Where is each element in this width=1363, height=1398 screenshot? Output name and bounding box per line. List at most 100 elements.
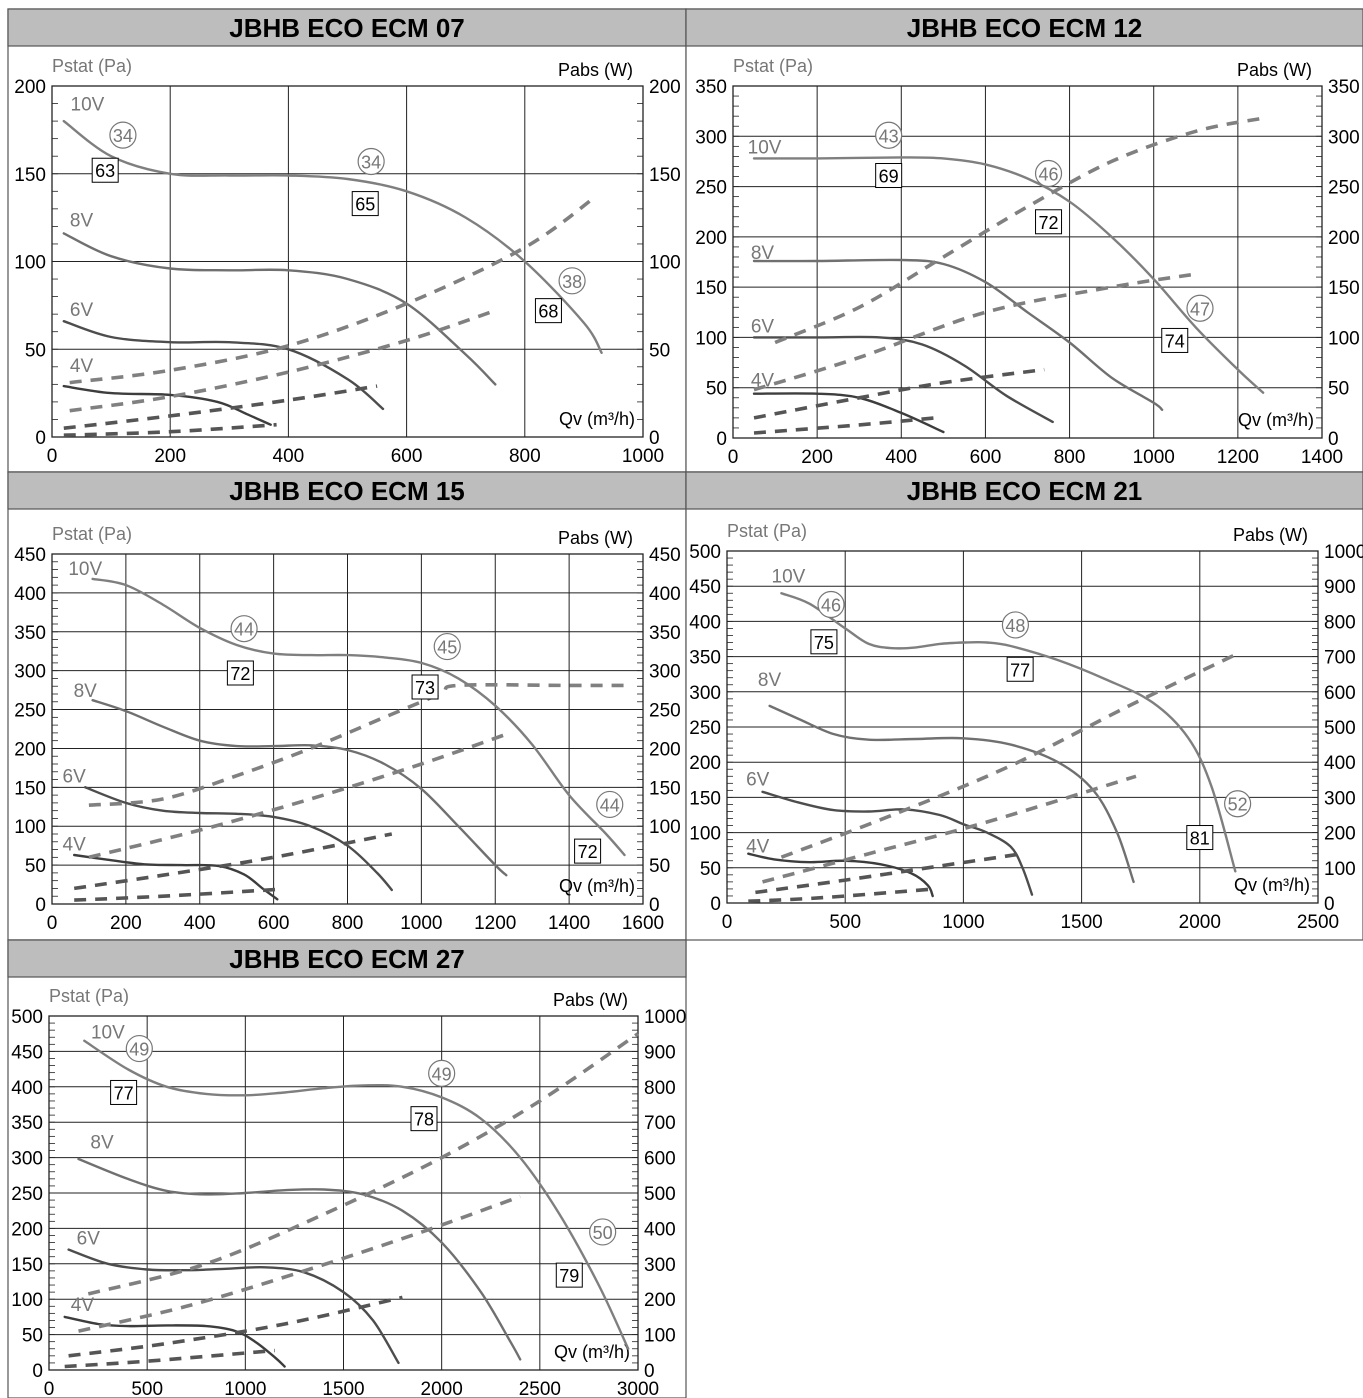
power-box-label: 81 [1190, 829, 1210, 849]
y2-tick-label: 400 [644, 1219, 676, 1240]
y2-tick-label: 150 [1328, 278, 1360, 299]
y-tick-label: 300 [695, 127, 727, 148]
y-tick-label: 250 [14, 701, 46, 722]
voltage-label: 6V [746, 769, 770, 790]
y-tick-label: 300 [689, 683, 721, 704]
voltage-label: 8V [70, 210, 94, 231]
y2-tick-label: 200 [644, 1290, 676, 1311]
x-tick-label: 1000 [1133, 447, 1175, 468]
chart-panel: JBHB ECO ECM 210 500 1000 1500 2000 250005010… [686, 472, 1363, 940]
y2-tick-label: 200 [1324, 824, 1356, 845]
x-tick-label: 2500 [1297, 912, 1339, 933]
y-tick-label: 400 [14, 584, 46, 605]
x-tick-label: 1500 [1060, 912, 1102, 933]
y2-tick-label: 900 [1324, 577, 1356, 598]
voltage-label: 6V [751, 316, 775, 337]
power-box-label: 65 [355, 195, 375, 215]
y2-tick-label: 0 [649, 428, 660, 449]
chart-title: JBHB ECO ECM 12 [907, 13, 1143, 43]
y-tick-label: 250 [695, 178, 727, 199]
efficiency-label: 50 [593, 1223, 613, 1243]
y2-tick-label: 500 [644, 1184, 676, 1205]
power-box-label: 72 [578, 842, 598, 862]
y2-tick-label: 200 [1328, 228, 1360, 249]
x-tick-label: 800 [332, 913, 364, 934]
x-tick-label: 600 [258, 913, 290, 934]
y2-tick-label: 200 [649, 77, 681, 98]
y-tick-label: 450 [11, 1042, 43, 1063]
y2-tick-label: 100 [649, 253, 681, 274]
y-tick-label: 200 [689, 753, 721, 774]
efficiency-label: 45 [437, 638, 457, 658]
x-tick-label: 500 [829, 912, 861, 933]
efficiency-label: 49 [129, 1040, 149, 1060]
y-tick-label: 50 [700, 859, 721, 880]
y2-tick-label: 0 [649, 895, 660, 916]
x-tick-label: 800 [509, 446, 541, 467]
y2-tick-label: 50 [649, 340, 670, 361]
y-tick-label: 50 [22, 1326, 43, 1347]
y2-tick-label: 300 [649, 662, 681, 683]
y-tick-label: 100 [11, 1290, 43, 1311]
power-box-label: 63 [95, 161, 115, 181]
y-tick-label: 100 [689, 824, 721, 845]
y2-tick-label: 450 [649, 545, 681, 566]
voltage-label: 8V [74, 681, 98, 702]
y2-tick-label: 1000 [1324, 542, 1363, 563]
x-axis-label: Qv (m³/h) [559, 876, 635, 896]
y-tick-label: 100 [14, 817, 46, 838]
x-tick-label: 0 [47, 913, 58, 934]
y-tick-label: 0 [710, 894, 721, 915]
y-tick-label: 0 [35, 895, 46, 916]
x-tick-label: 1400 [1301, 447, 1343, 468]
voltage-label: 10V [748, 137, 782, 158]
power-box-label: 78 [414, 1110, 434, 1130]
x-tick-label: 1000 [224, 1379, 266, 1398]
y-tick-label: 300 [14, 662, 46, 683]
y-axis-label: Pstat (Pa) [52, 56, 132, 76]
x-tick-label: 1200 [1217, 447, 1259, 468]
x-tick-label: 400 [184, 913, 216, 934]
y2-axis-label: Pabs (W) [558, 528, 633, 548]
y2-axis-label: Pabs (W) [1233, 525, 1308, 545]
voltage-label: 6V [63, 767, 87, 788]
y2-tick-label: 100 [644, 1326, 676, 1347]
y-tick-label: 400 [689, 612, 721, 633]
y2-tick-label: 0 [644, 1361, 655, 1382]
x-tick-label: 200 [801, 447, 833, 468]
x-tick-label: 400 [273, 446, 305, 467]
chart-title: JBHB ECO ECM 21 [907, 476, 1143, 506]
chart-panel: JBHB ECO ECM 150 200 400 600 800 1000 1200 1400… [8, 472, 686, 940]
y-tick-label: 50 [706, 379, 727, 400]
y-tick-label: 0 [32, 1361, 43, 1382]
y2-tick-label: 600 [1324, 683, 1356, 704]
power-box-label: 75 [814, 633, 834, 653]
power-box-label: 73 [415, 678, 435, 698]
chart-panel: JBHB ECO ECM 070 200 400 600 800 100005010015… [8, 9, 686, 472]
y2-tick-label: 600 [644, 1149, 676, 1170]
voltage-label: 8V [751, 243, 775, 264]
y2-tick-label: 50 [649, 856, 670, 877]
x-tick-label: 0 [728, 447, 739, 468]
power-box-label: 72 [230, 664, 250, 684]
y-tick-label: 350 [689, 648, 721, 669]
voltage-label: 6V [77, 1229, 101, 1250]
x-tick-label: 1400 [548, 913, 590, 934]
x-tick-label: 1500 [322, 1379, 364, 1398]
y2-tick-label: 1000 [644, 1007, 686, 1028]
y2-tick-label: 250 [649, 701, 681, 722]
y2-tick-label: 350 [649, 623, 681, 644]
y2-tick-label: 800 [644, 1078, 676, 1099]
x-tick-label: 0 [44, 1379, 55, 1398]
power-box-label: 79 [559, 1266, 579, 1286]
x-tick-label: 0 [722, 912, 733, 933]
power-box-label: 68 [538, 302, 558, 322]
y-tick-label: 300 [11, 1149, 43, 1170]
y-tick-label: 100 [695, 328, 727, 349]
y-tick-label: 250 [689, 718, 721, 739]
y2-tick-label: 150 [649, 165, 681, 186]
y-axis-label: Pstat (Pa) [727, 521, 807, 541]
chart-title: JBHB ECO ECM 27 [229, 944, 465, 974]
x-tick-label: 1600 [622, 913, 664, 934]
